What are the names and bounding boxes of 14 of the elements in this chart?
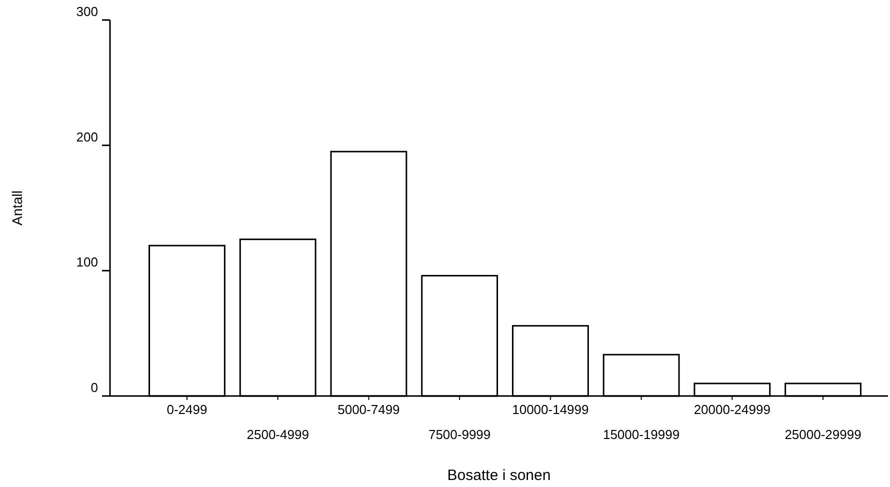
y-axis-title: Antall bbox=[9, 190, 25, 226]
x-axis-title: Bosatte i sonen bbox=[447, 467, 551, 484]
x-tick-label: 20000-24999 bbox=[694, 402, 770, 417]
y-tick-label: 300 bbox=[76, 4, 98, 19]
y-tick-label: 0 bbox=[90, 380, 98, 395]
x-tick-label: 0-2499 bbox=[166, 402, 208, 417]
x-tick-label: 10000-14999 bbox=[512, 402, 589, 417]
x-tick-label: 15000-19999 bbox=[602, 427, 680, 442]
y-tick-label: 100 bbox=[76, 254, 98, 270]
x-tick-label: 7500-9999 bbox=[428, 427, 491, 442]
y-tick-label: 200 bbox=[76, 129, 98, 144]
x-tick-label: 5000-7499 bbox=[338, 402, 400, 417]
x-tick-label: 25000-29999 bbox=[784, 427, 862, 442]
x-tick-label: 2500-4999 bbox=[246, 427, 309, 442]
